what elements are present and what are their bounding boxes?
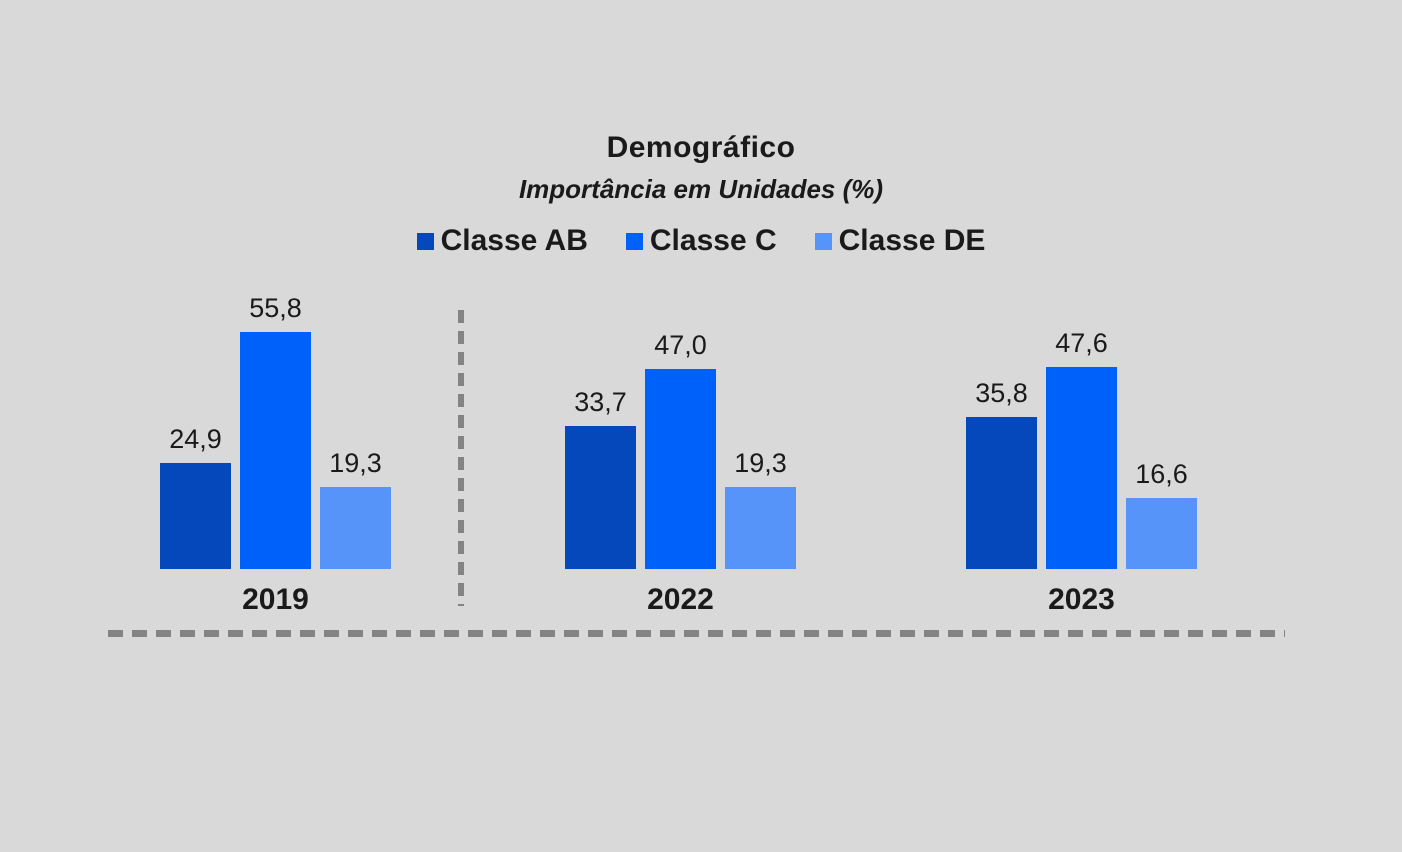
legend-square-icon [625,232,643,250]
category-label: 2019 [242,583,309,616]
legend-label: Classe AB [440,224,588,257]
bars-row: 24,9 55,8 19,3 [160,250,391,569]
legend-label: Classe C [649,224,777,257]
bar-classe-c-2023 [1046,367,1117,569]
bars-row: 35,8 47,6 16,6 [966,250,1197,569]
legend-square-icon [416,232,434,250]
legend-item-classe-ab: Classe AB [416,224,588,258]
horizontal-dashed-line [108,630,1285,637]
bar-group-2022: 33,7 47,0 19,3 2022 [565,250,796,617]
bar-column: 47,6 [1046,328,1117,569]
bar-value-label: 16,6 [1135,459,1188,489]
legend-item-classe-c: Classe C [625,224,777,258]
bar-column: 24,9 [160,424,231,569]
bar-classe-c-2022 [645,369,716,569]
bar-value-label: 55,8 [249,293,302,323]
bar-column: 55,8 [240,293,311,569]
bar-column: 33,7 [565,387,636,569]
chart-title: Demográfico [606,131,796,164]
bar-value-label: 24,9 [169,424,222,454]
bar-value-label: 33,7 [574,387,627,417]
bar-classe-ab-2019 [160,463,231,569]
bar-classe-de-2019 [320,487,391,569]
bar-classe-de-2023 [1126,498,1197,569]
bar-column: 16,6 [1126,459,1197,569]
bar-classe-de-2022 [725,487,796,569]
legend: Classe AB Classe C Classe DE [0,224,1402,258]
legend-label: Classe DE [838,224,986,257]
vertical-dashed-divider [458,310,464,606]
chart-subtitle: Importância em Unidades (%) [518,174,884,204]
bar-value-label: 35,8 [975,378,1028,408]
bar-column: 47,0 [645,330,716,569]
category-label: 2023 [1048,583,1115,616]
bar-column: 19,3 [320,448,391,569]
bar-value-label: 47,0 [654,330,707,360]
bar-classe-ab-2022 [565,426,636,569]
bar-group-2019: 24,9 55,8 19,3 2019 [160,250,391,617]
bar-column: 35,8 [966,378,1037,569]
category-label: 2022 [647,583,714,616]
bar-column: 19,3 [725,448,796,569]
bar-classe-ab-2023 [966,417,1037,569]
bar-classe-c-2019 [240,332,311,569]
bar-value-label: 47,6 [1055,328,1108,358]
bar-group-2023: 35,8 47,6 16,6 2023 [966,250,1197,617]
bar-value-label: 19,3 [734,448,787,478]
legend-item-classe-de: Classe DE [814,224,986,258]
bars-row: 33,7 47,0 19,3 [565,250,796,569]
legend-square-icon [814,232,832,250]
bar-value-label: 19,3 [329,448,382,478]
